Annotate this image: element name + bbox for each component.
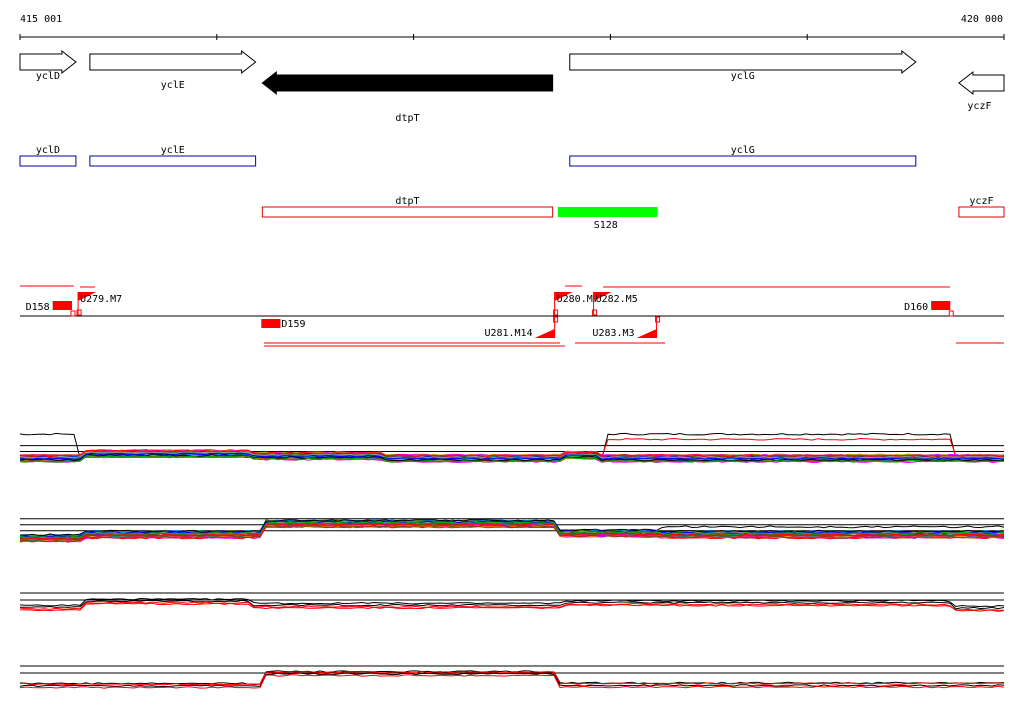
- expression-panel-3: [19, 592, 1005, 612]
- expression-line: [19, 522, 1005, 540]
- plus-box-yclG: [569, 155, 917, 167]
- expression-panel-2: [19, 518, 1005, 543]
- gene-label: yclE: [161, 80, 185, 91]
- promoter-flag-tick: [553, 316, 559, 323]
- promoter-flag: [593, 292, 612, 301]
- ruler-start-label: 415 001: [20, 14, 62, 25]
- expression-line: [19, 670, 1005, 685]
- terminator-block: [931, 301, 951, 310]
- expression-line: [19, 455, 1005, 463]
- gene-label: yclG: [731, 71, 755, 82]
- minus-strand-box-track: dtpT yczF: [261, 196, 1005, 218]
- promoter-flag-tick: [655, 316, 661, 323]
- gene-arrow-dtpT: [261, 70, 554, 96]
- expression-line: [19, 520, 1005, 538]
- plus-box-label: yclD: [36, 145, 60, 156]
- plus-strand-box-track: yclD yclE yclG: [19, 145, 917, 167]
- promoter-label: U281.M14: [484, 328, 532, 339]
- gene-arrow-yczF: [958, 70, 1005, 96]
- promoter-flag-tick: [592, 309, 598, 316]
- gene-arrows-track: yclD yclE dtpT yclG yczF: [19, 49, 1005, 124]
- promoter-flag: [534, 329, 555, 338]
- promoter-label: U280.M7: [557, 294, 599, 305]
- terminator-block: [261, 319, 281, 328]
- minus-box-label: yczF: [969, 196, 993, 207]
- gene-arrow-yclE: [89, 49, 257, 75]
- promoter-flag-tick: [553, 309, 559, 316]
- promoter-label: U283.M3: [592, 328, 634, 339]
- ruler-ticks: [19, 34, 1005, 40]
- expression-line: [19, 449, 1005, 457]
- promoter-flag: [636, 329, 657, 338]
- expression-line: [19, 519, 1005, 537]
- promoter-label: U279.M7: [80, 294, 122, 305]
- plus-box-yclE: [89, 155, 257, 167]
- promoter-flag: [554, 292, 573, 301]
- s-feature-bar: [557, 207, 658, 217]
- expression-panel-1: [19, 432, 1005, 464]
- coordinate-ruler: 415 001 420 000: [19, 14, 1005, 40]
- minus-box-dtpT: [261, 206, 554, 218]
- ruler-end-label: 420 000: [961, 14, 1003, 25]
- expression-panels: [19, 432, 1005, 689]
- gene-label: dtpT: [395, 113, 419, 124]
- expression-line: [19, 601, 1005, 611]
- gene-arrow-yclD: [19, 49, 77, 75]
- promoter-flag-tick: [76, 309, 82, 316]
- plus-box-yclD: [19, 155, 77, 167]
- terminator-label: D158: [26, 302, 50, 313]
- expression-line: [20, 522, 1005, 540]
- minus-box-yczF: [958, 206, 1005, 218]
- minus-box-label: dtpT: [395, 196, 419, 207]
- promoter-flag: [78, 292, 97, 301]
- expression-line: [19, 521, 1004, 539]
- expression-line: [19, 451, 1005, 459]
- gene-label: yczF: [967, 101, 991, 112]
- terminator-label: D160: [904, 302, 928, 313]
- terminator-tick: [70, 310, 76, 317]
- terminator-label: D159: [281, 319, 305, 330]
- expression-line: [19, 674, 1005, 689]
- expression-line: [20, 670, 1005, 686]
- gene-label: yclD: [36, 71, 60, 82]
- gene-arrow-yclG: [569, 49, 917, 75]
- s-feature-track: S128: [557, 207, 658, 231]
- terminator-block: [52, 301, 72, 310]
- plus-box-label: yclG: [731, 145, 755, 156]
- expression-line: [19, 452, 1005, 460]
- promoter-label: U282.M5: [596, 294, 638, 305]
- expression-line: [19, 672, 1005, 688]
- plus-box-label: yclE: [161, 145, 185, 156]
- expression-line: [19, 597, 1005, 608]
- terminator-tick: [948, 310, 954, 317]
- expression-panel-4: [19, 665, 1005, 689]
- expression-line: [19, 525, 1005, 543]
- s-feature-label: S128: [594, 220, 618, 231]
- expression-line: [19, 453, 1005, 462]
- expression-line: [20, 599, 1005, 610]
